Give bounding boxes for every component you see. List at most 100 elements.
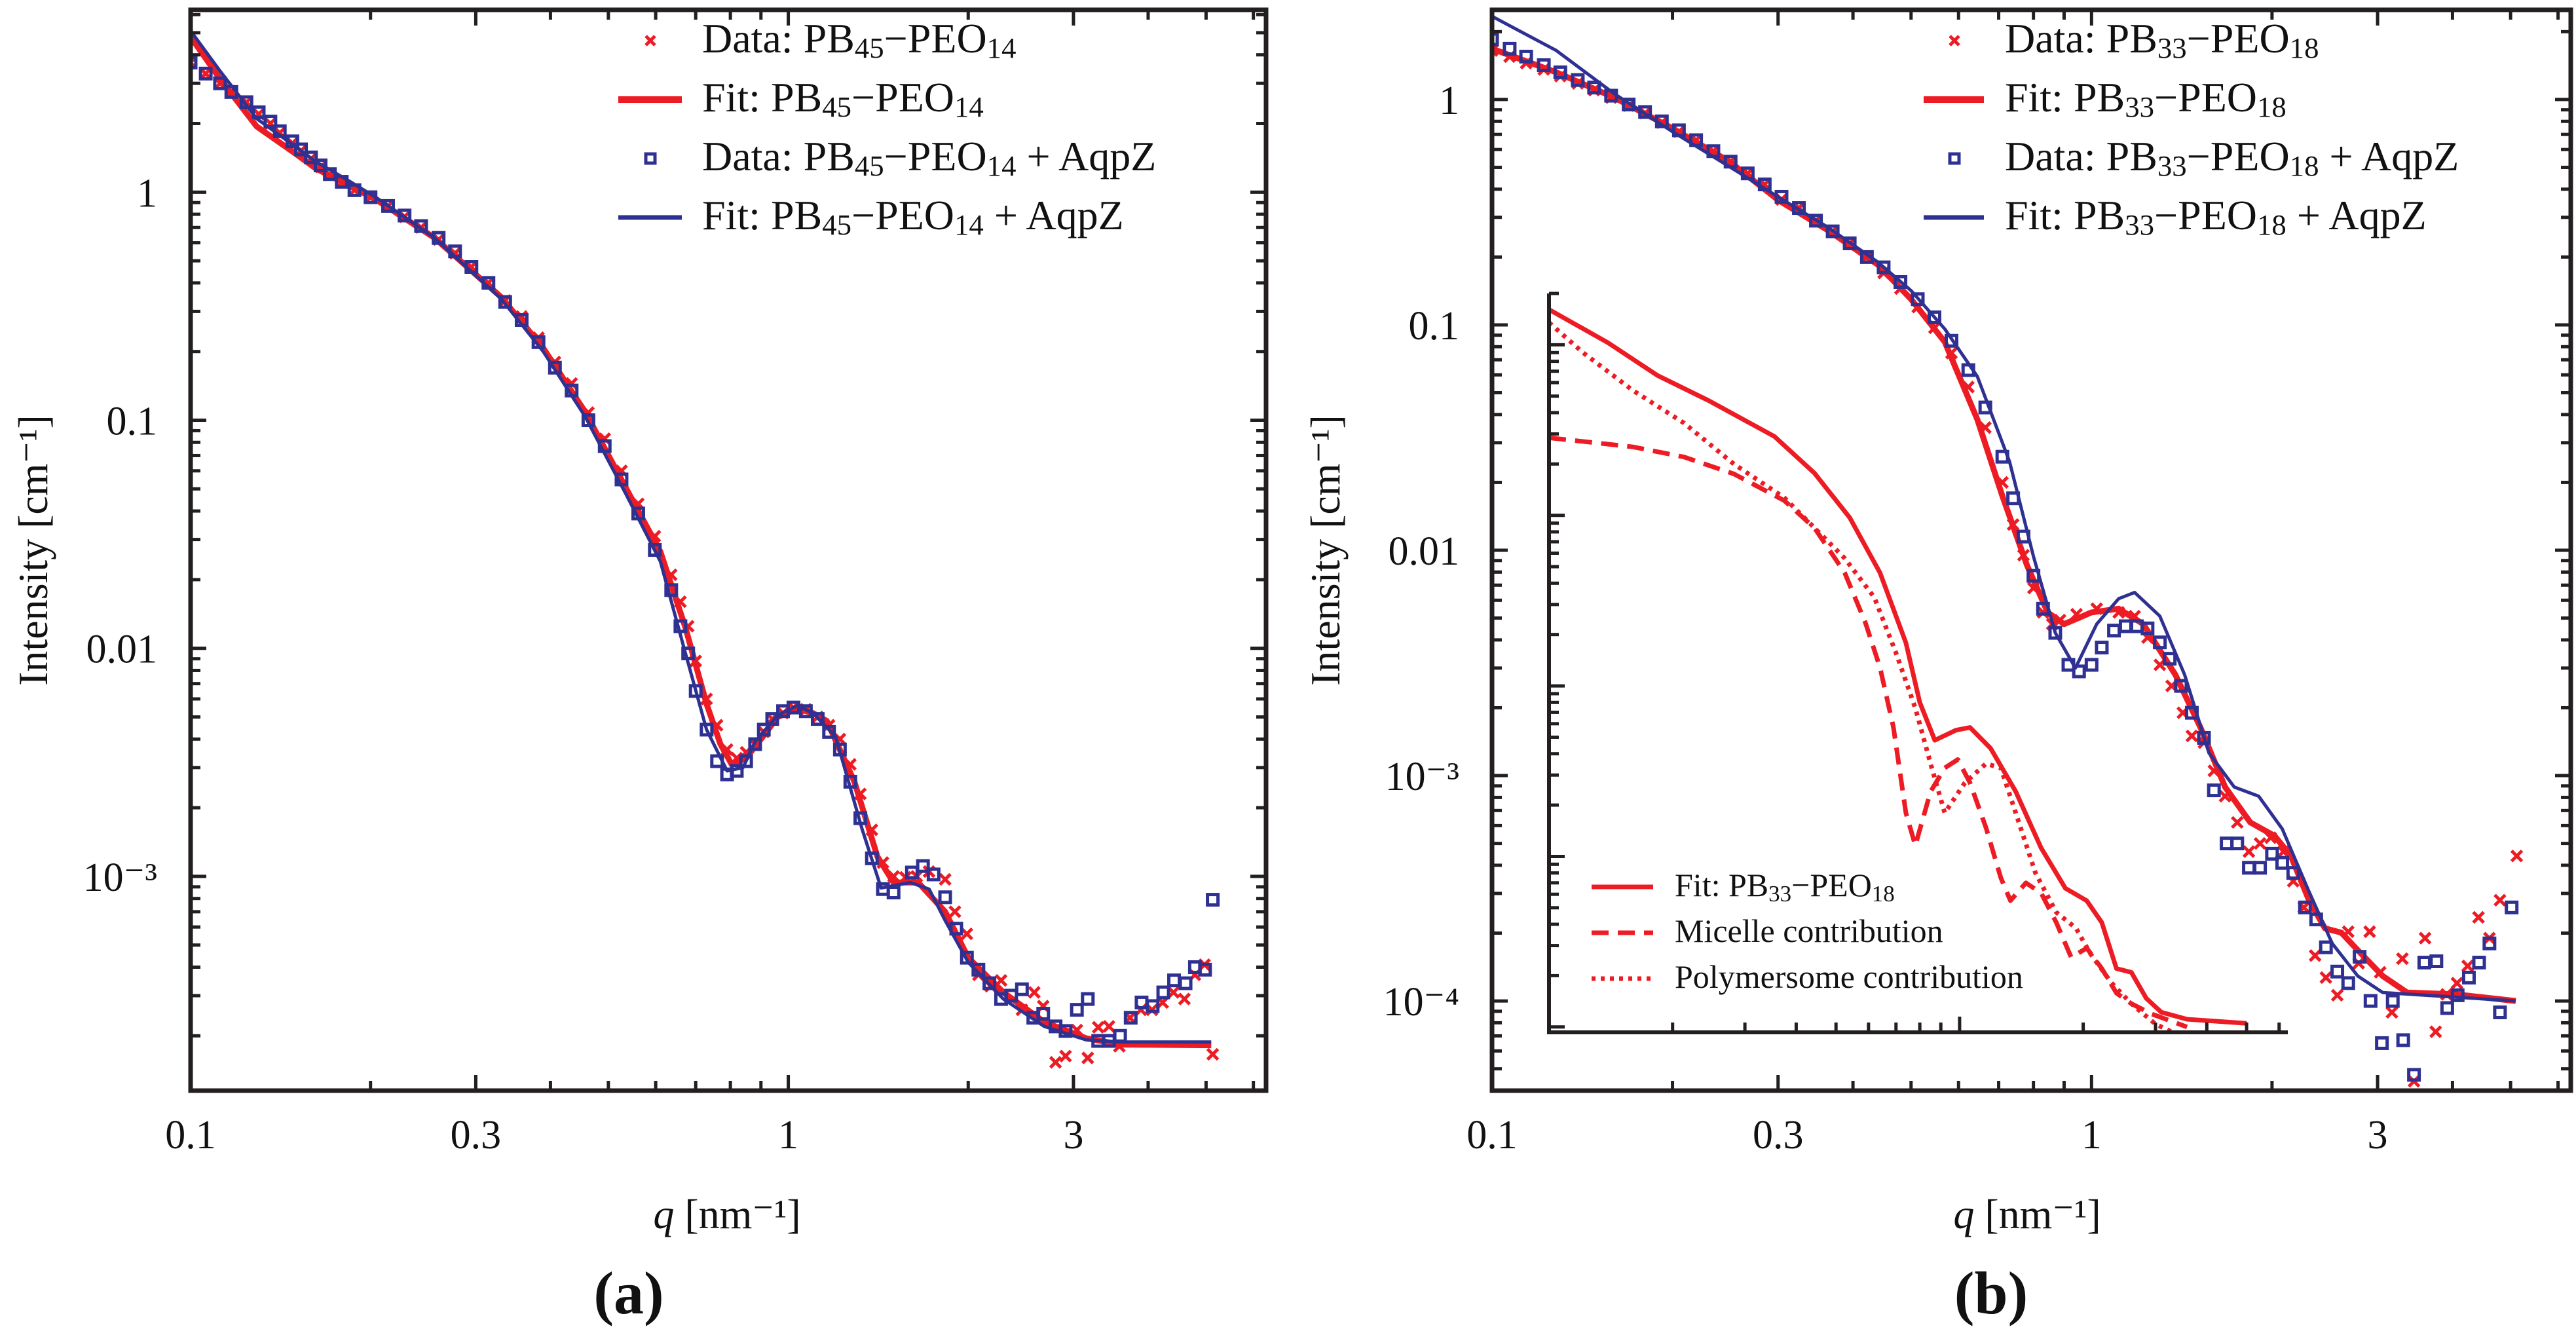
legend: Data: PB33−PEO18 Fit: PB33−PEO18 Data: PB3… xyxy=(1924,15,2459,241)
data-point-square xyxy=(2375,1036,2389,1050)
data-point-x xyxy=(2185,729,2199,743)
data-point-square xyxy=(2472,956,2486,970)
inset-series-line xyxy=(1549,307,2247,1026)
y-tick-label: 1 xyxy=(137,171,157,216)
data-point-square xyxy=(2440,1001,2454,1015)
panel-a: 0.1 0.3 1 3 1 0.1 0.01 10⁻³ q [nm⁻¹] Intensity [cm… xyxy=(10,7,1269,1326)
legend-square-marker-icon xyxy=(644,152,657,165)
data-point-square xyxy=(810,712,825,726)
y-tick-label: 10⁻³ xyxy=(83,855,157,900)
legend-label: Fit: PB33−PEO18 xyxy=(1675,867,1895,907)
data-point-square xyxy=(2095,641,2109,655)
data-point-square xyxy=(1945,333,1959,348)
data-point-square xyxy=(2153,635,2167,650)
data-point-square xyxy=(1842,236,1857,251)
data-point-square xyxy=(2140,621,2155,635)
data-point-square xyxy=(982,976,997,990)
y-axis-title: Intensity [cm⁻¹] xyxy=(10,415,56,686)
legend-label: Micelle contribution xyxy=(1675,912,1943,949)
data-point-x xyxy=(1059,1049,1072,1063)
data-point-square xyxy=(1123,1011,1138,1025)
legend-label: Data: PB33−PEO18 xyxy=(2005,15,2319,64)
data-point-x xyxy=(2385,1005,2399,1019)
inset-plot: Fit: PB33−PEO18 Micelle contribution Polym… xyxy=(1547,291,2288,1034)
data-point-x xyxy=(2330,988,2344,1002)
data-point-square xyxy=(739,754,753,768)
x-tick-label: 0.3 xyxy=(1753,1113,1804,1157)
data-point-square xyxy=(1146,999,1160,1013)
panel-label: (b) xyxy=(1954,1260,2028,1326)
data-point-square xyxy=(1519,49,1533,64)
data-point-square xyxy=(2084,658,2099,672)
inset-fit-line xyxy=(1549,307,2247,1026)
x-tick-label: 3 xyxy=(2368,1113,2388,1157)
data-point-square xyxy=(2450,988,2465,1002)
data-point-square xyxy=(1492,32,1499,47)
y-tick-label: 0.01 xyxy=(1389,529,1460,574)
data-point-square xyxy=(2385,994,2400,1008)
x-tick-label: 0.1 xyxy=(165,1113,216,1157)
data-point-square xyxy=(2461,970,2476,985)
x-axis-variable: q xyxy=(653,1191,674,1237)
data-point-square xyxy=(2174,679,2188,693)
y-tick-label: 0.01 xyxy=(86,628,158,672)
data-point-x xyxy=(1102,1020,1115,1033)
data-point-square xyxy=(1198,962,1212,977)
data-point-square xyxy=(2265,846,2279,861)
data-point-x xyxy=(2510,849,2524,863)
data-point-x xyxy=(2472,911,2485,924)
y-tick-label: 10⁻³ xyxy=(1385,755,1459,799)
data-point-square xyxy=(2230,836,2245,851)
data-point-x xyxy=(1178,992,1191,1005)
data-point-x xyxy=(2363,925,2376,939)
data-point-square xyxy=(1571,73,1585,87)
data-point-square xyxy=(1015,982,1029,996)
data-point-x xyxy=(948,905,961,918)
data-point-square xyxy=(1587,81,1601,95)
data-point-square xyxy=(2505,900,2519,914)
data-point-x xyxy=(1081,1051,1094,1064)
data-point-square xyxy=(1825,224,1840,238)
data-point-square xyxy=(748,737,762,751)
data-point-square xyxy=(2319,940,2333,954)
data-point-square xyxy=(2363,994,2378,1008)
plot-frame xyxy=(188,7,1269,1093)
data-point-x xyxy=(2396,952,2409,966)
legend-label: Data: PB33−PEO18 + AqpZ xyxy=(2005,133,2459,182)
data-point-x xyxy=(2231,816,2244,829)
data-point-x xyxy=(2450,977,2464,990)
y-axis-title: Intensity [cm⁻¹] xyxy=(1302,415,1349,686)
data-point-square xyxy=(2396,1033,2410,1047)
x-axis-title: q [nm⁻¹] xyxy=(1953,1191,2100,1237)
data-point-x xyxy=(2253,836,2267,850)
data-point-square xyxy=(498,295,512,309)
legend: Data: PB45−PEO14 Fit: PB45−PEO14 Data: PB4… xyxy=(618,15,1156,241)
legend-label: Polymersome contribution xyxy=(1675,958,2023,995)
panel-b: Fit: PB33−PEO18 Micelle contribution Polym… xyxy=(1302,7,2573,1326)
data-point-square xyxy=(2482,936,2497,950)
panel-label: (a) xyxy=(593,1260,663,1326)
data-point-square xyxy=(1156,985,1170,1000)
legend-label: Fit: PB45−PEO14 xyxy=(702,74,984,123)
data-point-square xyxy=(1537,58,1551,73)
data-point-x xyxy=(2308,949,2322,962)
x-axis-unit: [nm⁻¹] xyxy=(684,1191,800,1237)
data-point-square xyxy=(1911,292,1925,307)
data-point-x xyxy=(2493,893,2507,907)
data-point-square xyxy=(2493,1005,2507,1020)
x-axis-variable: q xyxy=(1953,1191,1974,1237)
x-axis-unit: [nm⁻¹] xyxy=(1985,1191,2100,1237)
fit-line xyxy=(1492,14,2516,1003)
y-tick-label: 10⁻⁴ xyxy=(1383,980,1459,1024)
data-point-square xyxy=(1876,260,1891,274)
data-point-x xyxy=(199,67,212,81)
data-point-x xyxy=(939,873,952,886)
series-line xyxy=(1492,46,2516,1004)
data-point-square xyxy=(2163,652,2177,666)
data-point-square xyxy=(1081,992,1095,1006)
x-tick-label: 1 xyxy=(778,1113,798,1157)
data-point-square xyxy=(2298,900,2312,914)
data-point-square xyxy=(2429,954,2444,969)
series-line xyxy=(191,29,1212,1044)
